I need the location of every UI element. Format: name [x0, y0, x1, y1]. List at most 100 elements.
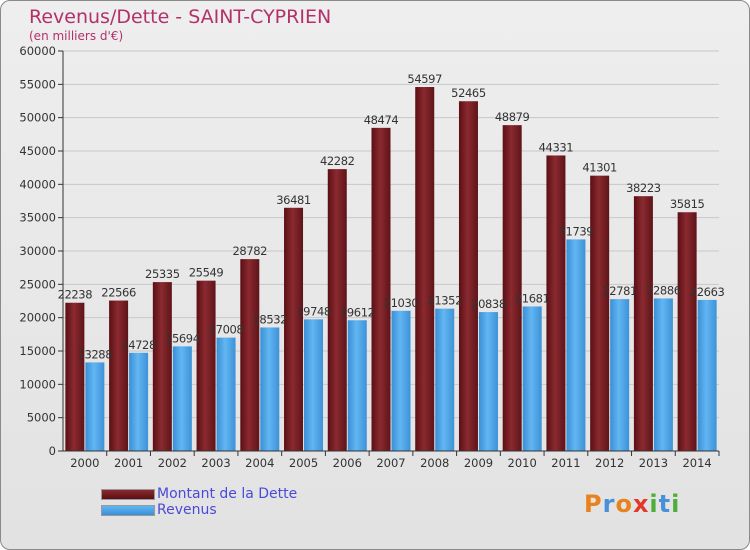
revenue-bar	[697, 299, 717, 451]
revenue-value-label: 19748	[296, 304, 331, 318]
debt-value-label: 54597	[407, 72, 442, 86]
y-tick-label: 15000	[19, 344, 56, 358]
y-tick-label: 40000	[19, 177, 56, 191]
debt-bar	[458, 101, 478, 451]
legend-swatch-revenue	[101, 505, 155, 516]
legend-label-debt: Montant de la Dette	[157, 486, 298, 502]
debt-bar	[415, 87, 435, 452]
revenue-value-label: 21681	[515, 291, 550, 305]
debt-value-label: 52465	[451, 86, 486, 100]
y-tick-label: 45000	[19, 144, 56, 158]
x-tick-label: 2013	[639, 456, 668, 470]
debt-bar	[240, 259, 260, 451]
revenue-bar	[129, 352, 149, 451]
debt-value-label: 25549	[189, 266, 224, 280]
data-labels: 22238 13288 22566 14728 25335 15694 25549 17008…	[58, 72, 725, 361]
logo-letter: i	[671, 490, 681, 518]
revenue-bar	[391, 310, 411, 451]
legend-swatch-debt	[101, 489, 155, 500]
revenue-value-label: 18532	[253, 312, 288, 326]
debt-bar	[152, 282, 172, 451]
y-tick-label: 30000	[19, 244, 56, 258]
debt-value-label: 36481	[276, 193, 311, 207]
debt-bar	[65, 302, 85, 451]
x-tick-label: 2004	[245, 456, 274, 470]
debt-bar	[196, 280, 216, 451]
revenue-value-label: 22663	[690, 285, 725, 299]
debt-bar	[633, 196, 653, 451]
x-tick-label: 2007	[376, 456, 405, 470]
chart-title: Revenus/Dette - SAINT-CYPRIEN	[29, 6, 332, 28]
revenue-value-label: 22886	[646, 283, 681, 297]
y-tick-label: 50000	[19, 111, 56, 125]
x-tick-label: 2005	[289, 456, 318, 470]
debt-value-label: 44331	[539, 140, 574, 154]
revenue-bar	[566, 239, 586, 451]
revenue-value-label: 22781	[602, 284, 637, 298]
x-tick-label: 2006	[333, 456, 362, 470]
y-tick-label: 10000	[19, 377, 56, 391]
revenue-value-label: 20838	[471, 297, 506, 311]
y-tick-label: 5000	[27, 411, 56, 425]
y-tick-label: 55000	[19, 77, 56, 91]
revenue-bar	[172, 346, 192, 451]
debt-value-label: 22238	[58, 288, 93, 302]
x-tick-label: 2003	[201, 456, 230, 470]
bars	[65, 87, 717, 452]
logo-letter: o	[615, 490, 633, 518]
revenue-bar	[260, 327, 280, 451]
grid-lines	[63, 50, 719, 452]
debt-value-label: 28782	[233, 244, 268, 258]
debt-value-label: 38223	[626, 181, 661, 195]
logo-letter: P	[584, 490, 603, 518]
x-tick-label: 2000	[70, 456, 99, 470]
x-tick-label: 2014	[682, 456, 711, 470]
revenue-bar	[435, 308, 455, 451]
logo-letter: r	[602, 490, 616, 518]
revenue-bar	[85, 362, 105, 451]
revenue-value-label: 21352	[427, 294, 462, 308]
revenue-bar	[304, 319, 324, 451]
debt-value-label: 48879	[495, 110, 530, 124]
y-tick-label: 60000	[19, 44, 56, 58]
debt-bar	[546, 155, 566, 451]
revenue-bar	[610, 299, 630, 451]
revenue-bar	[347, 320, 367, 451]
x-tick-label: 2002	[158, 456, 187, 470]
revenue-value-label: 14728	[121, 338, 156, 352]
legend-label-revenue: Revenus	[157, 502, 217, 518]
logo-letter: t	[658, 490, 672, 518]
y-tick-label: 35000	[19, 211, 56, 225]
proxiti-logo: Proxiti	[584, 490, 680, 518]
x-tick-label: 2001	[114, 456, 143, 470]
x-tick-label: 2010	[508, 456, 537, 470]
y-tick-label: 0	[49, 444, 56, 458]
y-axis: 0 5000 10000 15000 20000 25000 30000 35000 40000…	[19, 44, 64, 458]
revenue-value-label: 17008	[209, 323, 244, 337]
y-tick-label: 25000	[19, 277, 56, 291]
revenue-bar	[216, 337, 236, 451]
revenue-value-label: 19612	[340, 305, 375, 319]
logo-letter: i	[649, 490, 659, 518]
revenue-value-label: 21030	[384, 296, 419, 310]
debt-bar	[327, 169, 347, 451]
revenue-bar	[522, 306, 542, 451]
x-axis: 2000 2001 2002 2003 2004 2005 2006 2007 2008 2009…	[63, 450, 720, 470]
debt-bar	[590, 175, 610, 451]
debt-value-label: 48474	[364, 113, 399, 127]
revenue-value-label: 13288	[78, 347, 113, 361]
revenue-bar	[478, 312, 498, 451]
revenue-value-label: 15694	[165, 331, 200, 345]
x-tick-label: 2009	[464, 456, 493, 470]
debt-bar	[677, 212, 697, 451]
chart-subtitle: (en milliers d'€)	[29, 29, 124, 43]
y-tick-label: 20000	[19, 311, 56, 325]
revenue-bar	[653, 298, 673, 451]
debt-value-label: 41301	[582, 161, 617, 175]
debt-value-label: 42282	[320, 154, 355, 168]
debt-value-label: 22566	[101, 286, 136, 300]
revenue-value-label: 31739	[559, 224, 594, 238]
x-tick-label: 2012	[595, 456, 624, 470]
